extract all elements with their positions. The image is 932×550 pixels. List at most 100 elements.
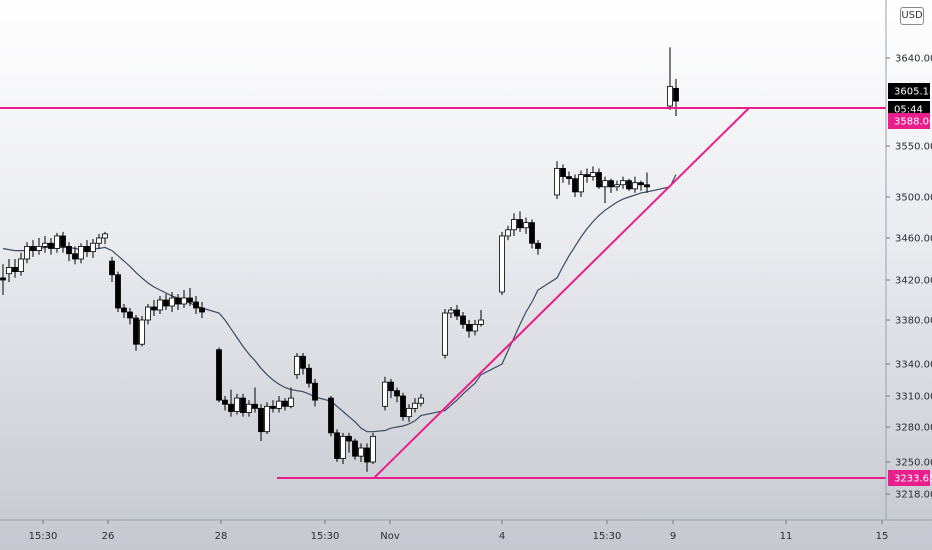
price-axis[interactable]: 3640.00 3550.00 3500.00 3460.00 3420.00 3380.… — [885, 0, 932, 520]
candle-up — [412, 402, 418, 409]
candle-up — [264, 405, 270, 433]
candle-down — [364, 447, 370, 463]
candle-down — [175, 297, 181, 305]
candle-up — [590, 172, 596, 178]
candle-up — [18, 258, 24, 273]
candle-down — [300, 355, 306, 369]
candle-down — [400, 395, 406, 418]
candle-up — [370, 435, 376, 463]
candle-up — [169, 297, 175, 307]
price-tag-label: 3588.00 — [894, 117, 932, 128]
candle-down — [115, 274, 121, 309]
candle-down — [282, 400, 288, 407]
candle-down — [608, 180, 614, 188]
candle-up — [42, 242, 48, 247]
candle-down — [252, 403, 258, 409]
candle-up — [602, 180, 608, 188]
candle-up — [340, 435, 346, 459]
price-tick-label: 3340.00 — [895, 360, 932, 371]
price-tick-label: 3460.00 — [895, 234, 932, 245]
price-tag — [888, 113, 930, 129]
candle-up — [554, 168, 560, 196]
candle-up — [139, 319, 145, 345]
time-tick-label: 28 — [215, 531, 228, 542]
candle-up — [382, 381, 388, 407]
candle-down — [529, 222, 535, 244]
candle-up — [442, 312, 448, 356]
candle-up — [478, 319, 484, 325]
price-tag — [888, 470, 930, 486]
candle-down — [216, 349, 222, 401]
candle-up — [448, 309, 454, 314]
price-axis-bg — [886, 0, 932, 520]
time-tick-label: 4 — [499, 531, 505, 542]
candle-down — [638, 182, 644, 186]
candle-up — [667, 86, 673, 107]
candle-up — [96, 237, 102, 244]
candle-down — [222, 399, 228, 405]
price-tick-label: 3380.00 — [895, 316, 932, 327]
price-tick-label: 3420.00 — [895, 276, 932, 287]
time-axis[interactable]: 15:30 26 28 15:30 Nov 4 15:30 9 11 15 — [0, 519, 932, 542]
price-tag-label: 3233.65 — [894, 474, 932, 485]
candle-down — [394, 390, 400, 397]
price-tick-label: 3550.00 — [895, 142, 932, 153]
candle-up — [511, 219, 517, 231]
candle-down — [535, 242, 541, 249]
candle-down — [127, 311, 133, 319]
candle-down — [626, 180, 632, 190]
price-tick-label: 3218.00 — [895, 490, 932, 501]
candle-down — [12, 266, 18, 272]
time-tick-label: 9 — [670, 531, 676, 542]
candle-down — [193, 301, 199, 309]
moving-average-line — [2, 174, 677, 433]
trend-line — [373, 107, 750, 479]
candle-down — [306, 367, 312, 384]
candle-up — [632, 182, 638, 190]
candle-up — [145, 306, 151, 321]
candle-down — [0, 277, 6, 281]
candle-down — [566, 176, 572, 180]
candle-down — [270, 405, 276, 409]
candle-down — [84, 245, 90, 253]
drawing-layer[interactable] — [0, 107, 886, 479]
candle-up — [406, 407, 412, 418]
candle-down — [240, 397, 246, 413]
price-tick-label: 3640.00 — [895, 54, 932, 65]
candle-up — [418, 397, 424, 404]
price-tick-label: 3250.00 — [895, 458, 932, 469]
time-tick-label: Nov — [380, 531, 400, 542]
candle-up — [578, 174, 584, 193]
price-tick-label: 3280.00 — [895, 423, 932, 434]
time-tick-label: 15:30 — [593, 531, 622, 542]
candle-down — [72, 253, 78, 260]
candle-down — [228, 403, 234, 412]
time-tick-label: 11 — [780, 531, 793, 542]
price-tag-label: 3605.18 — [894, 87, 932, 98]
candle-down — [334, 432, 340, 459]
candle-down — [258, 407, 264, 433]
price-tag-label: 05:44 — [894, 105, 923, 116]
candle-up — [505, 229, 511, 237]
candle-down — [346, 435, 352, 442]
candle-down — [163, 299, 169, 307]
moving-average-layer — [2, 174, 677, 433]
candle-up — [614, 184, 620, 188]
candle-down — [388, 381, 394, 392]
candle-down — [560, 168, 566, 178]
candle-up — [54, 235, 60, 249]
candle-down — [644, 184, 650, 188]
time-tick-label: 26 — [102, 531, 115, 542]
currency-badge[interactable]: USD — [900, 7, 924, 25]
candle-down — [328, 397, 334, 434]
candle-down — [199, 307, 205, 313]
candle-down — [517, 219, 523, 229]
price-tag — [888, 83, 930, 99]
candle-up — [78, 245, 84, 260]
candle-down — [187, 297, 193, 303]
candle-down — [352, 440, 358, 457]
candle-down — [30, 245, 36, 251]
candle-up — [6, 266, 12, 275]
